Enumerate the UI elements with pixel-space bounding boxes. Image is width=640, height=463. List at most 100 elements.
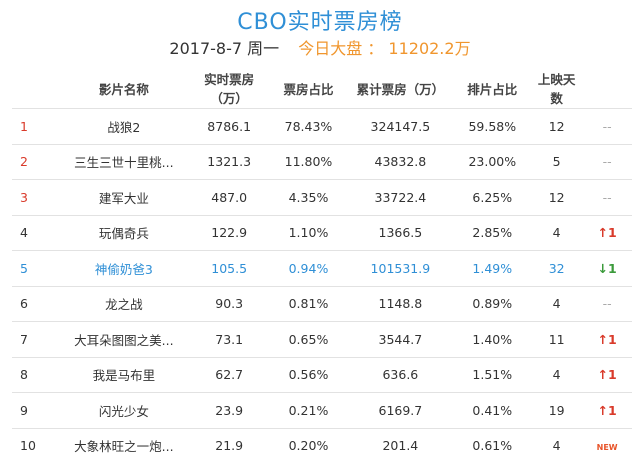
date-label: 2017-8-7 周一: [169, 39, 280, 58]
schedule-share-value: 59.58%: [453, 108, 532, 144]
box-share-value: 0.56%: [269, 356, 348, 393]
box-share-value: 0.94%: [269, 250, 348, 286]
col-box-share: 票房占比: [283, 81, 334, 97]
rank-change: NEW: [582, 427, 632, 463]
movie-name: 龙之战: [59, 285, 189, 322]
movie-name: 大象林旺之一炮...: [59, 427, 189, 463]
cumulative-box-value: 33722.4: [347, 179, 454, 215]
cumulative-box-value: 1148.8: [347, 285, 454, 322]
box-share-value: 0.65%: [269, 321, 348, 357]
arrow-up-icon: ↑1: [597, 367, 617, 383]
movie-name: 建军大业: [59, 179, 189, 215]
box-share-value: 0.21%: [269, 392, 348, 428]
box-share-value: 0.81%: [269, 285, 348, 322]
box-share-value: 78.43%: [269, 108, 348, 144]
schedule-share-value: 0.41%: [453, 392, 532, 428]
realtime-box-value: 1321.3: [188, 143, 270, 180]
schedule-share-value: 1.49%: [453, 250, 532, 286]
schedule-share-value: 0.89%: [453, 285, 532, 322]
rank-change: --: [582, 108, 632, 144]
col-cumulative-box: 累计票房（万）: [356, 81, 445, 97]
box-share-value: 4.35%: [269, 179, 348, 215]
realtime-box-value: 105.5: [188, 250, 270, 286]
realtime-box-value: 62.7: [188, 356, 270, 393]
realtime-box-value: 122.9: [188, 214, 270, 251]
cumulative-box-value: 324147.5: [347, 108, 454, 144]
days-value: 11: [531, 321, 583, 357]
cumulative-box-value: 201.4: [347, 427, 454, 463]
realtime-box-value: 73.1: [188, 321, 270, 357]
table-row[interactable]: 6 龙之战 90.3 0.81% 1148.8 0.89% 4 --: [12, 285, 632, 322]
rank-change: --: [582, 143, 632, 180]
schedule-share-value: 1.51%: [453, 356, 532, 393]
table-row[interactable]: 1 战狼2 8786.1 78.43% 324147.5 59.58% 12 --: [12, 108, 632, 144]
col-rank: [12, 68, 59, 109]
schedule-share-value: 1.40%: [453, 321, 532, 357]
days-value: 4: [531, 356, 583, 393]
rank-cell: 10: [12, 427, 60, 463]
days-value: 12: [531, 108, 583, 144]
box-share-value: 11.80%: [269, 143, 348, 180]
rank-change: ↑1: [582, 392, 632, 428]
arrow-down-icon: ↓1: [597, 260, 617, 276]
realtime-box-value: 90.3: [188, 285, 270, 322]
cumulative-box-value: 3544.7: [347, 321, 454, 357]
col-trend: [582, 68, 632, 109]
rank-cell: 3: [12, 179, 60, 215]
arrow-up-icon: ↑1: [597, 402, 617, 418]
box-office-table: 影片名称 实时票房（万） 票房占比 累计票房（万） 排片占比 上映天数 1 战狼2…: [12, 68, 632, 463]
box-share-value: 1.10%: [269, 214, 348, 251]
rank-cell: 8: [12, 356, 60, 393]
table-row[interactable]: 8 我是马布里 62.7 0.56% 636.6 1.51% 4 ↑1: [12, 356, 632, 393]
no-change-icon: --: [602, 189, 612, 205]
movie-name: 我是马布里: [59, 356, 189, 393]
col-days: 上映天数: [537, 72, 576, 106]
cumulative-box-value: 6169.7: [347, 392, 454, 428]
box-share-value: 0.20%: [269, 427, 348, 463]
rank-cell: 6: [12, 285, 60, 322]
market-total: 今日大盘 ： 11202.2万: [298, 39, 471, 58]
no-change-icon: --: [602, 118, 612, 134]
realtime-box-value: 8786.1: [188, 108, 270, 144]
arrow-up-icon: ↑1: [597, 331, 617, 347]
subtitle: 2017-8-7 周一 今日大盘 ： 11202.2万: [0, 35, 640, 59]
rank-change: ↑1: [582, 356, 632, 393]
movie-name: 闪光少女: [59, 392, 189, 428]
table-row[interactable]: 7 大耳朵图图之美... 73.1 0.65% 3544.7 1.40% 11 ↑1: [12, 321, 632, 357]
table-row[interactable]: 4 玩偶奇兵 122.9 1.10% 1366.5 2.85% 4 ↑1: [12, 214, 632, 251]
table-row[interactable]: 3 建军大业 487.0 4.35% 33722.4 6.25% 12 --: [12, 179, 632, 215]
rank-change: ↑1: [582, 321, 632, 357]
table-row[interactable]: 9 闪光少女 23.9 0.21% 6169.7 0.41% 19 ↑1: [12, 392, 632, 428]
realtime-box-value: 23.9: [188, 392, 270, 428]
movie-name: 战狼2: [59, 108, 189, 144]
schedule-share-value: 6.25%: [453, 179, 532, 215]
table-row[interactable]: 5 神偷奶爸3 105.5 0.94% 101531.9 1.49% 32 ↓1: [12, 250, 632, 286]
rank-cell: 2: [12, 143, 60, 180]
days-value: 4: [531, 285, 583, 322]
cumulative-box-value: 636.6: [347, 356, 454, 393]
new-badge: NEW: [596, 443, 618, 453]
days-value: 5: [531, 143, 583, 180]
movie-name: 大耳朵图图之美...: [59, 321, 189, 357]
rank-cell: 1: [12, 108, 60, 144]
arrow-up-icon: ↑1: [597, 225, 617, 241]
table-row[interactable]: 2 三生三世十里桃... 1321.3 11.80% 43832.8 23.00% 5 --: [12, 143, 632, 180]
col-realtime-box: 实时票房（万）: [204, 72, 255, 106]
no-change-icon: --: [602, 154, 612, 170]
col-schedule-share: 排片占比: [467, 81, 518, 97]
col-name: 影片名称: [98, 81, 149, 97]
movie-name: 神偷奶爸3: [59, 250, 189, 286]
no-change-icon: --: [602, 296, 612, 312]
realtime-box-value: 21.9: [188, 427, 270, 463]
schedule-share-value: 0.61%: [453, 427, 532, 463]
schedule-share-value: 2.85%: [453, 214, 532, 251]
cumulative-box-value: 101531.9: [347, 250, 454, 286]
days-value: 12: [531, 179, 583, 215]
rank-change: ↓1: [582, 250, 632, 286]
realtime-box-value: 487.0: [188, 179, 270, 215]
days-value: 32: [531, 250, 583, 286]
rank-change: --: [582, 285, 632, 322]
schedule-share-value: 23.00%: [453, 143, 532, 180]
rank-cell: 7: [12, 321, 60, 357]
table-row[interactable]: 10 大象林旺之一炮... 21.9 0.20% 201.4 0.61% 4 NEW: [12, 427, 632, 463]
